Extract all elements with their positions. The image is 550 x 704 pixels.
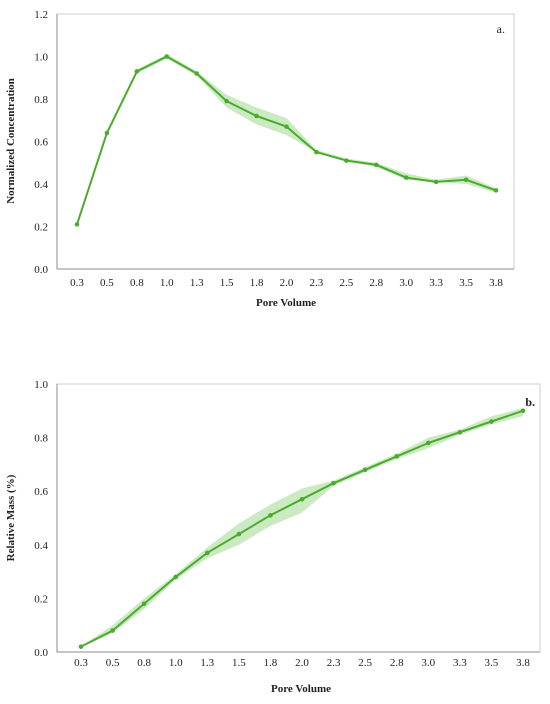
x-tick-label: 1.3 [200, 657, 214, 669]
data-point [403, 175, 409, 180]
x-tick-label: 3.0 [399, 277, 413, 289]
x-tick-label: 1.3 [190, 277, 204, 289]
confidence-band-area [81, 408, 523, 647]
x-tick-labels-b: 0.3 0.5 0.8 1.0 1.3 1.5 1.8 2.0 2.3 2.5 2.8 3.0 3.3 3… [74, 657, 530, 669]
y-tick-label: 0.2 [34, 222, 48, 234]
data-point [74, 222, 80, 227]
x-tick-label: 0.5 [100, 277, 114, 289]
y-tick-label: 0.8 [34, 433, 48, 445]
x-tick-label: 2.5 [358, 657, 372, 669]
data-point [489, 419, 494, 424]
y-tick-label: 1.0 [34, 52, 48, 64]
data-point [134, 69, 140, 74]
data-point [141, 601, 147, 607]
y-tick-label: 0.4 [34, 540, 48, 552]
x-tick-label: 2.8 [369, 277, 383, 289]
x-tick-label: 3.5 [459, 277, 473, 289]
x-tick-label: 2.0 [280, 277, 294, 289]
y-axis-title-b: Relative Mass (%) [5, 474, 17, 561]
panel-label-a: a. [497, 22, 505, 36]
data-point [284, 124, 289, 129]
x-tick-label: 0.3 [70, 277, 84, 289]
x-tick-label: 1.5 [220, 277, 234, 289]
panel-label-b: b. [525, 395, 535, 409]
data-point [463, 177, 469, 183]
confidence-band-b [81, 408, 523, 647]
x-tick-label: 1.5 [232, 657, 246, 669]
x-tick-label: 3.3 [429, 277, 443, 289]
series-line-a [76, 55, 497, 225]
data-point [373, 162, 379, 168]
y-axis-title-a: Normalized Concentration [5, 78, 17, 204]
x-tick-label: 2.5 [339, 277, 353, 289]
y-tick-label: 0.6 [34, 486, 48, 498]
y-tick-label: 0.0 [34, 264, 48, 276]
data-point [104, 130, 110, 136]
data-point [331, 480, 336, 486]
confidence-band-a [77, 54, 496, 225]
x-tick-label: 1.8 [250, 277, 264, 289]
x-tick-label: 1.0 [160, 277, 174, 289]
x-tick-label: 3.5 [485, 657, 499, 669]
x-tick-label: 2.8 [390, 657, 404, 669]
data-point [268, 513, 273, 518]
x-tick-label: 0.5 [106, 657, 120, 669]
series-points-a [74, 54, 499, 227]
y-tick-label: 0.0 [34, 647, 48, 659]
confidence-band-area [77, 54, 496, 225]
data-point [194, 71, 200, 76]
data-point [425, 440, 431, 446]
x-tick-label: 2.3 [327, 657, 341, 669]
data-point [224, 98, 229, 104]
x-tick-label: 2.3 [310, 277, 324, 289]
data-point [204, 550, 210, 556]
x-tick-label: 0.8 [130, 277, 144, 289]
y-tick-label: 0.2 [34, 593, 48, 605]
y-tick-label: 0.6 [34, 137, 48, 149]
x-tick-label: 3.8 [516, 657, 530, 669]
data-point [254, 113, 259, 119]
y-tick-label: 0.8 [34, 94, 48, 106]
x-tick-label: 1.0 [169, 657, 183, 669]
x-tick-label: 2.0 [295, 657, 309, 669]
x-tick-label: 0.3 [74, 657, 88, 669]
data-point [344, 158, 349, 163]
x-tick-label: 1.8 [264, 657, 278, 669]
y-tick-label: 1.2 [34, 9, 48, 21]
series-line-b [80, 409, 524, 648]
x-axis-title-b: Pore Volume [271, 683, 331, 695]
data-point [433, 179, 439, 185]
x-tick-label: 3.8 [489, 277, 503, 289]
data-point [362, 467, 368, 473]
chart-panel-b: 0.0 0.2 0.4 0.6 0.8 1.0 0.3 0.5 0.8 1.0 1.3 1.5 1.8… [5, 379, 541, 695]
x-tick-label: 3.0 [421, 657, 435, 669]
data-point [110, 628, 115, 633]
data-point [164, 54, 170, 59]
data-point [314, 149, 319, 155]
data-point [78, 644, 84, 649]
data-point [173, 574, 179, 580]
x-tick-label: 0.8 [137, 657, 151, 669]
data-point [394, 454, 400, 459]
series-line [80, 409, 524, 648]
x-axis-title-a: Pore Volume [256, 297, 316, 309]
data-point [299, 496, 305, 502]
data-point [236, 531, 242, 537]
y-tick-labels-a: 0.0 0.2 0.4 0.6 0.8 1.0 1.2 [34, 9, 48, 276]
series-points-b [78, 408, 526, 649]
data-point [457, 429, 463, 435]
plot-frame-a [56, 13, 515, 270]
x-tick-label: 3.3 [453, 657, 467, 669]
series-line [76, 55, 497, 225]
y-tick-label: 0.4 [34, 179, 48, 191]
chart-panel-a: 0.0 0.2 0.4 0.6 0.8 1.0 1.2 0.3 0.5 0.8 1.0 1.3 1.5… [5, 9, 515, 309]
y-tick-labels-b: 0.0 0.2 0.4 0.6 0.8 1.0 [34, 379, 48, 659]
data-point [493, 188, 499, 193]
x-tick-labels-a: 0.3 0.5 0.8 1.0 1.3 1.5 1.8 2.0 2.3 2.5 2.8 3.0 3.3 3… [70, 277, 503, 289]
data-point [520, 408, 526, 414]
y-tick-label: 1.0 [34, 379, 48, 391]
